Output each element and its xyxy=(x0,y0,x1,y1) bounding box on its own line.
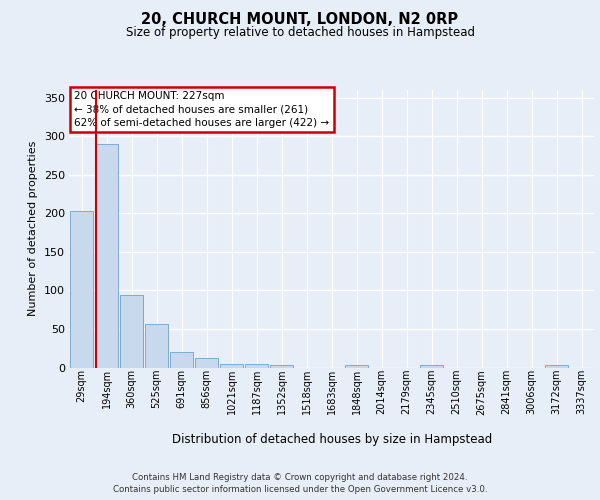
Bar xyxy=(220,364,243,368)
Bar xyxy=(95,144,118,368)
Text: 20 CHURCH MOUNT: 227sqm
← 38% of detached houses are smaller (261)
62% of semi-d: 20 CHURCH MOUNT: 227sqm ← 38% of detache… xyxy=(74,92,329,128)
Bar xyxy=(345,365,368,368)
Bar xyxy=(145,324,168,368)
Bar xyxy=(120,295,143,368)
Bar xyxy=(195,358,218,368)
Text: 20, CHURCH MOUNT, LONDON, N2 0RP: 20, CHURCH MOUNT, LONDON, N2 0RP xyxy=(142,12,458,28)
Bar xyxy=(270,365,293,368)
Text: Distribution of detached houses by size in Hampstead: Distribution of detached houses by size … xyxy=(172,432,492,446)
Bar xyxy=(245,364,268,368)
Bar xyxy=(70,211,93,368)
Bar xyxy=(420,365,443,368)
Text: Size of property relative to detached houses in Hampstead: Size of property relative to detached ho… xyxy=(125,26,475,39)
Text: Contains HM Land Registry data © Crown copyright and database right 2024.: Contains HM Land Registry data © Crown c… xyxy=(132,472,468,482)
Bar xyxy=(170,352,193,368)
Y-axis label: Number of detached properties: Number of detached properties xyxy=(28,141,38,316)
Text: Contains public sector information licensed under the Open Government Licence v3: Contains public sector information licen… xyxy=(113,485,487,494)
Bar xyxy=(545,365,568,368)
